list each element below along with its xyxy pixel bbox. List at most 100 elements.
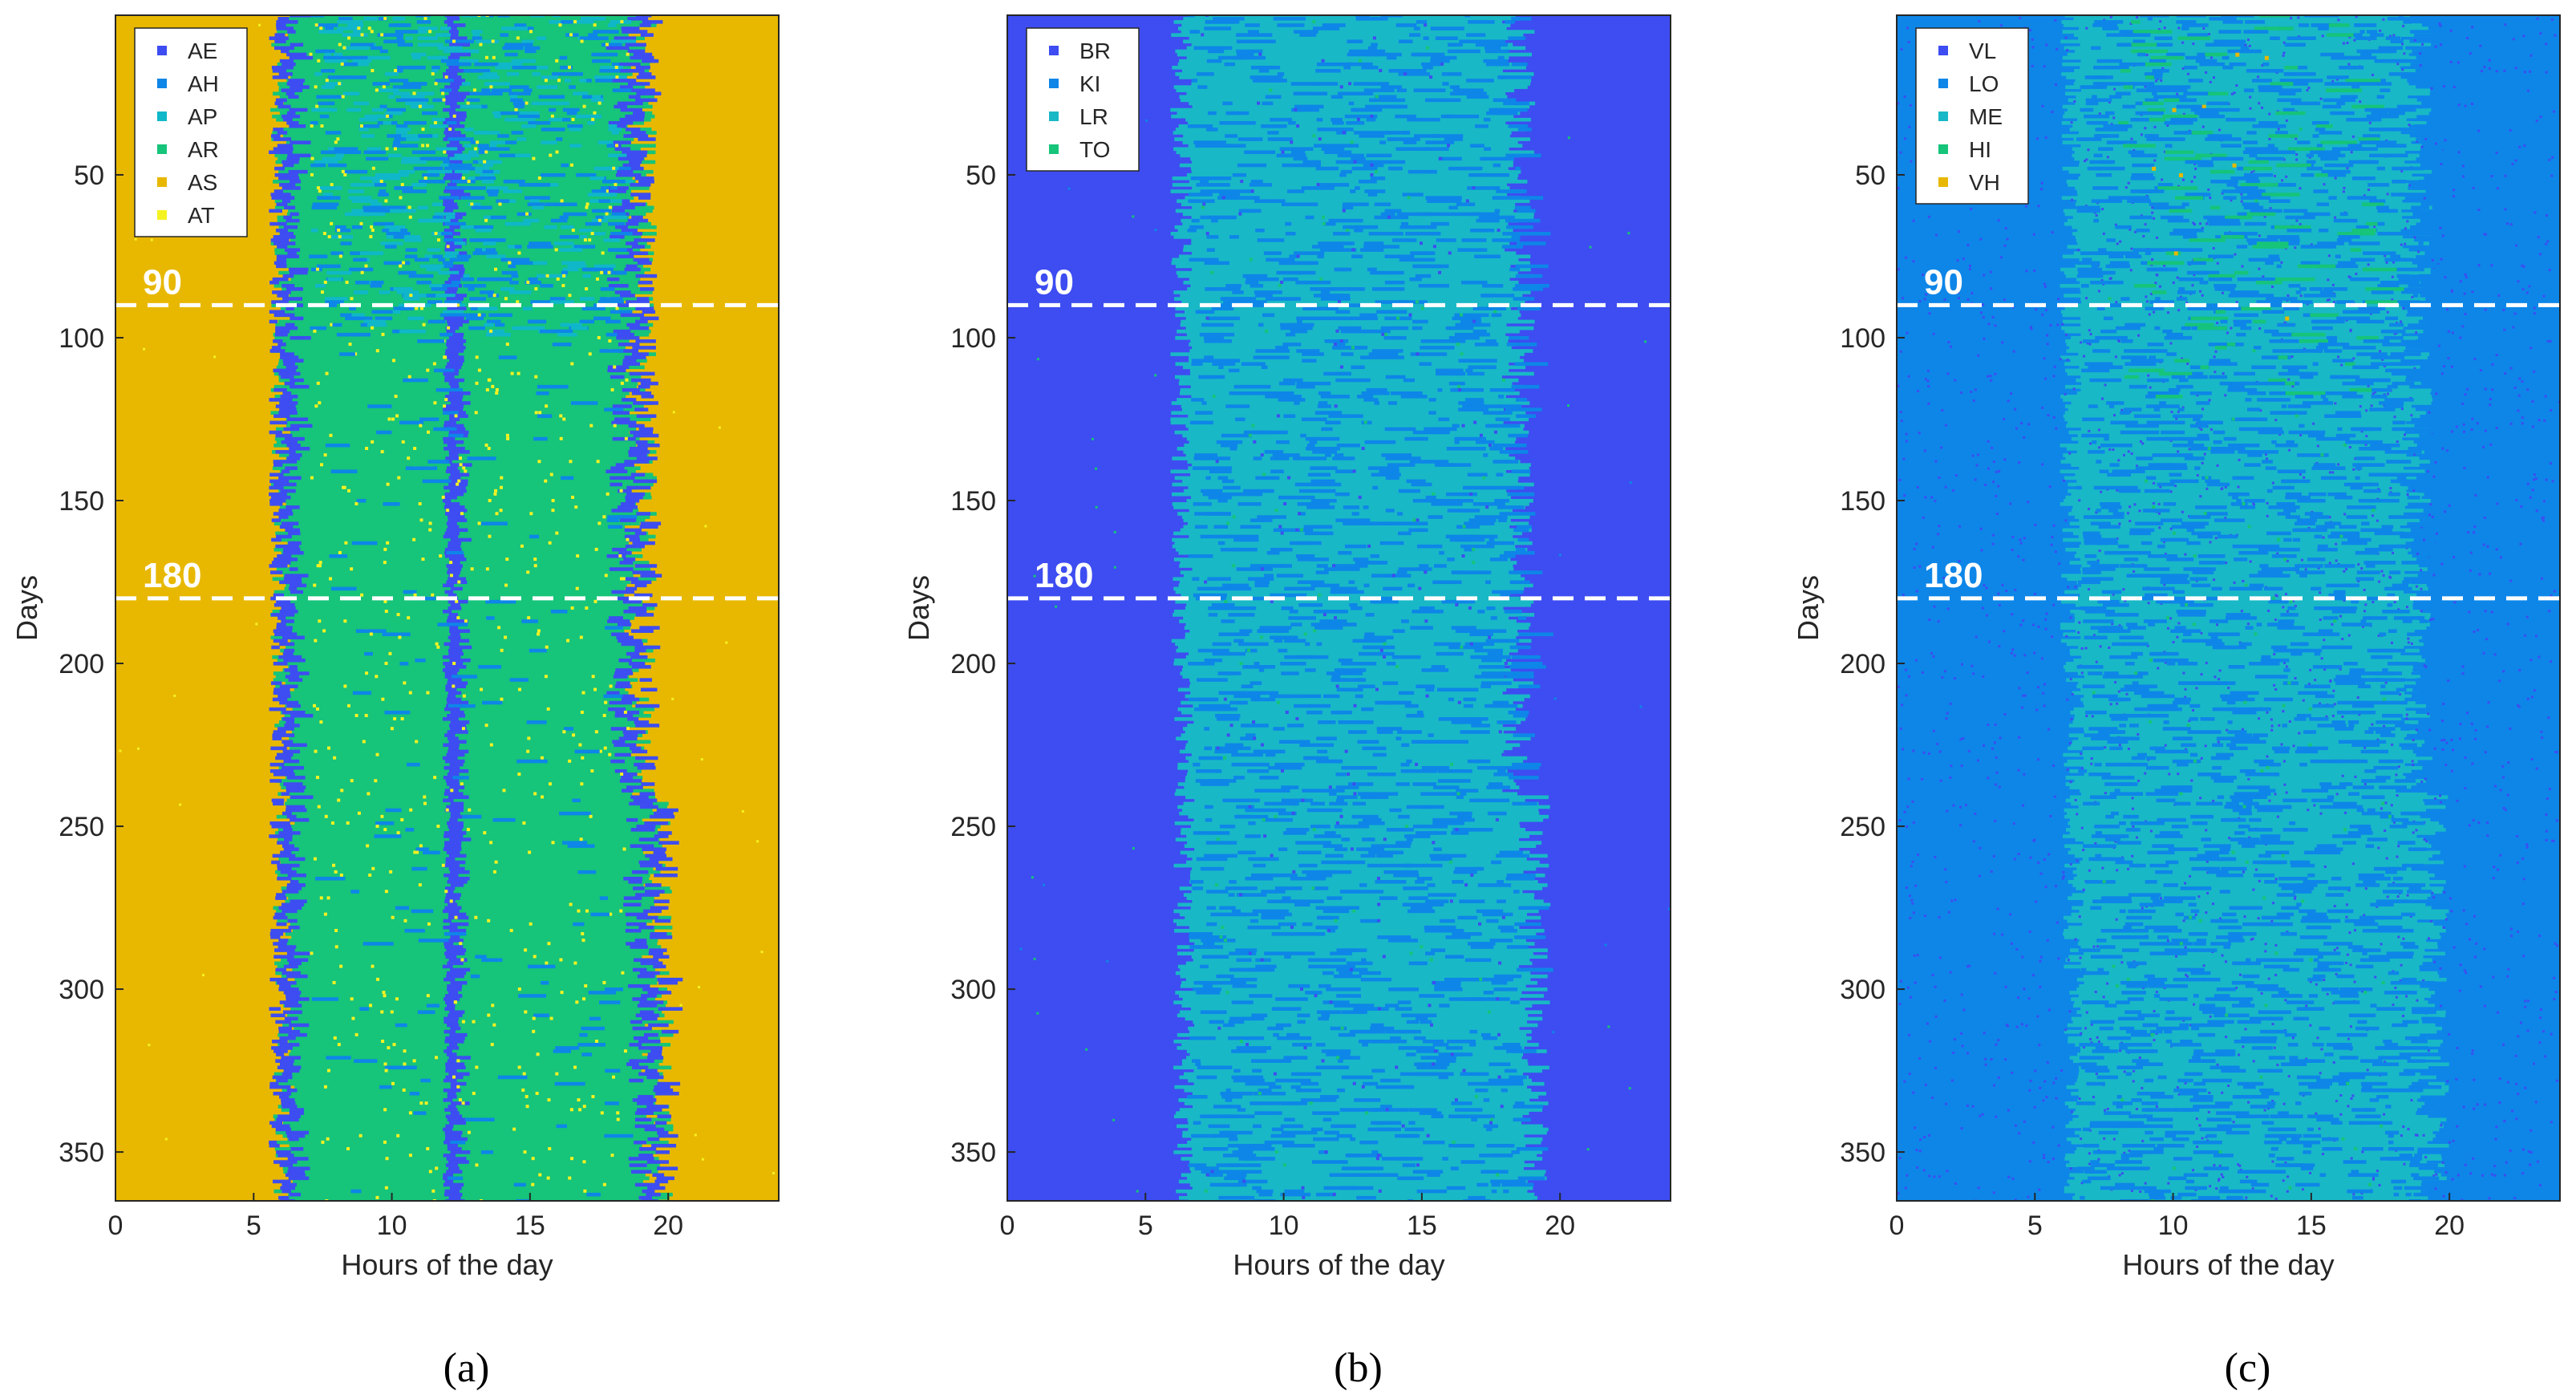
texture-mark (325, 131, 342, 135)
edge-mark (288, 95, 299, 99)
texture-mark (1280, 662, 1306, 666)
edge-mark (277, 866, 292, 871)
texture-mark (1263, 834, 1267, 838)
texture-mark (1338, 326, 1362, 330)
texture-mark (385, 1157, 389, 1161)
texture-mark (1321, 59, 1325, 63)
texture-mark (350, 43, 375, 47)
texture-mark (1275, 440, 1290, 444)
texture-mark (1254, 290, 1282, 294)
texture-mark (475, 1065, 479, 1069)
texture-mark (1290, 925, 1294, 929)
texture-mark (1370, 163, 1374, 167)
midday-mark (448, 541, 462, 545)
texture-mark (1219, 193, 1241, 197)
texture-mark (560, 991, 564, 995)
texture-mark (328, 163, 347, 168)
edge-mark (273, 313, 295, 318)
texture-mark (309, 52, 313, 56)
edge-mark (618, 736, 638, 740)
heatmap-row (290, 850, 643, 855)
texture-mark (1506, 225, 1533, 229)
texture-mark (1296, 381, 1331, 386)
texture-mark (608, 525, 623, 529)
edge-mark (273, 147, 294, 152)
texture-mark (1420, 362, 1427, 366)
texture-mark (577, 870, 597, 874)
texture-mark (498, 202, 502, 206)
midday-mark (444, 248, 456, 252)
heatmap-row (1183, 893, 1535, 897)
texture-mark (1297, 558, 1318, 562)
texture-mark (486, 616, 495, 620)
texture-mark (1236, 805, 1255, 809)
texture-mark (475, 355, 479, 359)
edge-mark (626, 785, 643, 789)
texture-mark (443, 411, 459, 415)
texture-mark (527, 319, 541, 324)
texture-mark (1492, 238, 1520, 242)
edge-mark (621, 697, 640, 702)
texture-mark (452, 180, 476, 184)
texture-mark (1448, 645, 1484, 650)
heatmap-row (284, 811, 666, 816)
texture-mark (577, 1043, 606, 1047)
heatmap-row (1181, 300, 1525, 304)
texture-mark (487, 447, 491, 451)
texture-mark (435, 387, 464, 392)
texture-mark (550, 101, 570, 106)
texture-mark (1215, 359, 1235, 363)
texture-mark (337, 798, 341, 802)
texture-mark (520, 544, 524, 548)
edge-mark (276, 626, 293, 630)
texture-mark (1257, 515, 1287, 519)
texture-mark (467, 180, 471, 184)
texture-mark (1306, 447, 1340, 451)
texture-mark (555, 150, 559, 154)
edge-mark (618, 550, 632, 555)
texture-mark (330, 469, 358, 473)
heatmap-row (285, 899, 655, 904)
heatmap-row (1185, 453, 1509, 457)
edge-mark (636, 825, 656, 829)
texture-mark (1416, 902, 1444, 907)
texture-mark (1461, 238, 1487, 242)
texture-mark (1192, 466, 1218, 470)
texture-mark (1331, 675, 1341, 679)
texture-mark (1270, 547, 1293, 552)
texture-mark (521, 1088, 525, 1092)
texture-mark (1488, 443, 1492, 447)
edge-mark (614, 104, 628, 109)
texture-mark (1241, 684, 1254, 688)
texture-mark (403, 238, 422, 242)
texture-mark (310, 120, 318, 125)
heatmap-row (1185, 746, 1513, 751)
texture-mark (310, 156, 314, 160)
texture-mark (1387, 166, 1403, 171)
texture-mark (395, 997, 399, 1001)
edge-mark (614, 417, 630, 422)
texture-mark (480, 1198, 484, 1201)
texture-mark (384, 225, 406, 229)
texture-mark (381, 1040, 385, 1044)
texture-mark (367, 26, 371, 30)
texture-mark (541, 795, 545, 799)
texture-mark (576, 554, 580, 558)
texture-mark (1362, 645, 1395, 650)
texture-mark (1196, 857, 1228, 862)
edge-mark (283, 837, 293, 841)
heatmap-row (1191, 752, 1505, 757)
edge-mark (616, 681, 630, 685)
texture-mark (589, 199, 597, 203)
texture-mark (383, 502, 400, 506)
edge-mark (615, 668, 632, 672)
texture-mark (1296, 319, 1302, 324)
texture-mark (1436, 368, 1464, 373)
midday-mark (445, 955, 457, 959)
texture-mark (468, 150, 477, 155)
texture-mark (328, 147, 337, 152)
texture-mark (1396, 88, 1407, 92)
texture-mark (1231, 547, 1258, 552)
midday-mark (444, 502, 460, 506)
texture-mark (1201, 401, 1207, 405)
